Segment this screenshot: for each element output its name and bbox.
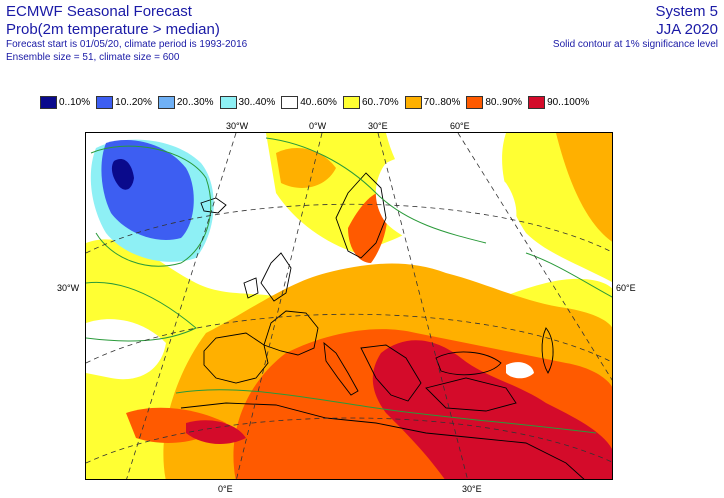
legend-label-0: 0..10%: [59, 97, 91, 108]
legend-swatch-4: [281, 96, 299, 109]
legend-swatch-1: [96, 96, 114, 109]
coast-blacksea: [435, 351, 502, 376]
legend-swatch-5: [342, 96, 360, 109]
bottom-label-0e: 0°E: [218, 484, 233, 494]
legend-swatch-2: [157, 96, 175, 109]
parallel-middle: [86, 313, 612, 364]
legend-swatch-6: [404, 96, 422, 109]
area-white-blacksea: [506, 362, 534, 379]
coast-iberia: [203, 332, 269, 384]
legend-swatch-0: [40, 96, 57, 109]
area-orange-ne: [556, 133, 612, 242]
area-redorange-scandinavia: [348, 192, 388, 263]
system-label: System 5: [655, 3, 718, 20]
area-white-arctic: [375, 152, 517, 254]
header-left: ECMWF Seasonal Forecast Prob(2m temperat…: [6, 4, 247, 66]
coast-iceland: [200, 197, 227, 214]
legend-item-2: 20..30%: [157, 96, 214, 109]
coast-caspian: [541, 327, 554, 374]
ensemble-info: Ensemble size = 51, climate size = 600: [6, 52, 180, 63]
area-navy-atlantic: [111, 158, 134, 190]
legend-swatch-7: [466, 96, 484, 109]
top-label-0w: 0°W: [309, 121, 327, 131]
meridian-30e: [377, 133, 468, 479]
area-crimson-africa: [186, 420, 246, 445]
parallel-lower: [86, 417, 612, 464]
parallel-upper: [86, 203, 612, 254]
contour-north: [265, 137, 487, 244]
legend-label-8: 90..100%: [547, 97, 590, 108]
chart-title: ECMWF Seasonal Forecast: [6, 3, 192, 20]
meridian-0: [236, 133, 323, 479]
legend-label-2: 20..30%: [176, 97, 214, 108]
chart-subtitle: Prob(2m temperature > median): [6, 21, 220, 38]
legend-item-3: 30..40%: [219, 96, 276, 109]
meridian-60e: [457, 133, 612, 381]
significance-note: Solid contour at 1% significance level: [552, 39, 718, 50]
legend-item-5: 60..70%: [342, 96, 399, 109]
legend-label-7: 80..90%: [485, 97, 523, 108]
coast-britain: [260, 252, 292, 302]
legend-label-6: 70..80%: [423, 97, 461, 108]
contour-atlantic: [90, 145, 212, 267]
legend-label-1: 10..20%: [115, 97, 152, 108]
area-white-westatlantic: [86, 319, 166, 380]
legend-item-6: 70..80%: [404, 96, 461, 109]
legend-label-3: 30..40%: [238, 97, 276, 108]
contour-west: [86, 281, 197, 342]
legend-swatch-8: [528, 96, 546, 109]
season-label: JJA 2020: [656, 21, 718, 38]
top-label-30e: 30°E: [368, 121, 388, 131]
coast-africa: [180, 402, 585, 479]
legend-label-5: 60..70%: [361, 97, 399, 108]
map-panel: [85, 132, 613, 480]
legend-item-8: 90..100%: [528, 96, 589, 109]
legend: 0..10% 10..20% 20..30% 30..40% 40..60% 6…: [40, 96, 595, 109]
bottom-label-30e: 30°E: [462, 484, 482, 494]
coast-scandinavia: [335, 172, 387, 259]
legend-swatch-3: [219, 96, 237, 109]
top-label-60e: 60°E: [450, 121, 470, 131]
coast-ireland: [243, 277, 259, 299]
coast-balkans: [360, 344, 422, 402]
probability-fill-areas: [86, 133, 612, 479]
legend-item-0: 0..10%: [40, 96, 90, 109]
right-label-60e: 60°E: [616, 283, 636, 293]
coast-turkey: [425, 377, 517, 412]
forecast-info: Forecast start is 01/05/20, climate peri…: [6, 39, 248, 50]
graticule: [86, 133, 612, 479]
legend-item-7: 80..90%: [466, 96, 522, 109]
map-canvas: [86, 133, 612, 479]
left-label-30w: 30°W: [57, 283, 80, 293]
area-orange-nw: [276, 148, 336, 188]
legend-label-4: 40..60%: [300, 97, 337, 108]
legend-item-4: 40..60%: [281, 96, 337, 109]
meridian-30w: [126, 133, 237, 479]
coast-italy: [323, 341, 359, 396]
top-label-30w: 30°W: [226, 121, 249, 131]
contour-south: [175, 389, 597, 434]
header-right: System 5 JJA 2020 Solid contour at 1% si…: [553, 4, 718, 53]
legend-item-1: 10..20%: [96, 96, 152, 109]
